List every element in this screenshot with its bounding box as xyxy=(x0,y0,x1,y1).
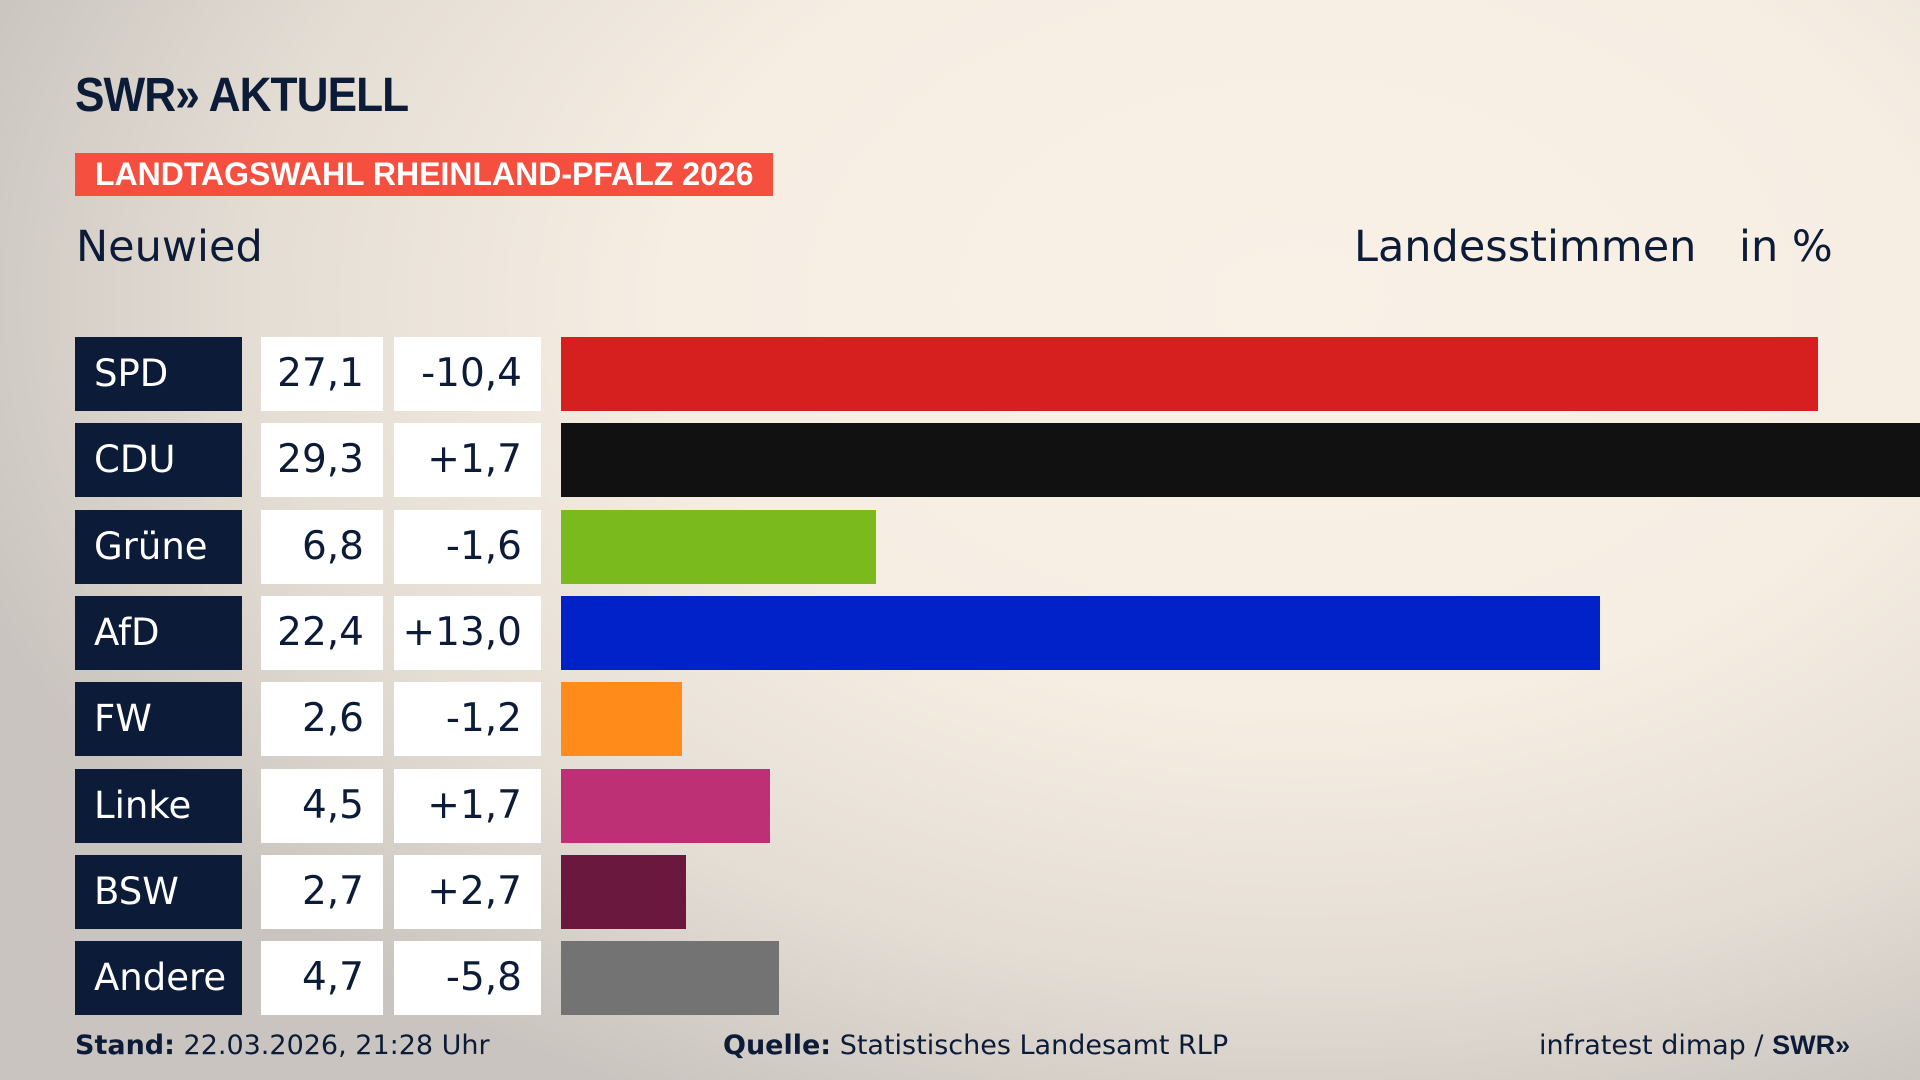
party-bar xyxy=(561,854,687,929)
vote-share: 4,7 xyxy=(261,941,383,1016)
footer-credit: infratest dimap / SWR» xyxy=(1539,1030,1850,1061)
party-name: AfD xyxy=(75,595,242,670)
source-value: Statistisches Landesamt RLP xyxy=(839,1030,1229,1061)
vote-change: -10,4 xyxy=(394,337,541,411)
source-label: Quelle: xyxy=(723,1030,832,1061)
vote-share: 2,6 xyxy=(261,682,383,757)
footer-source: Quelle: Statistisches Landesamt RLP xyxy=(723,1030,1228,1061)
party-name: CDU xyxy=(75,423,242,498)
party-name: SPD xyxy=(75,337,242,411)
vote-share: 4,5 xyxy=(261,768,383,843)
vote-change: +2,7 xyxy=(394,854,541,929)
vote-change: +13,0 xyxy=(394,595,541,670)
vote-share: 22,4 xyxy=(261,595,383,670)
swr-logo: SWR» xyxy=(1772,1030,1851,1060)
party-bar xyxy=(561,509,877,584)
stand-label: Stand: xyxy=(75,1030,175,1061)
election-banner: LANDTAGSWAHL RHEINLAND-PFALZ 2026 xyxy=(75,153,774,196)
vote-share: 2,7 xyxy=(261,854,383,929)
party-name: Linke xyxy=(75,768,242,843)
vote-change: +1,7 xyxy=(394,768,541,843)
measure-label: Landesstimmen xyxy=(1354,222,1697,272)
vote-change: -1,6 xyxy=(394,509,541,584)
unit-label: in % xyxy=(1739,222,1833,272)
party-name: BSW xyxy=(75,854,242,929)
party-name: FW xyxy=(75,682,242,757)
vote-change: -5,8 xyxy=(394,941,541,1016)
party-name: Grüne xyxy=(75,509,242,584)
vote-change: +1,7 xyxy=(394,423,541,498)
footer-stand: Stand: 22.03.2026, 21:28 Uhr xyxy=(75,1030,490,1061)
vote-share: 6,8 xyxy=(261,509,383,584)
party-bar xyxy=(561,595,1600,670)
party-bar xyxy=(561,337,1818,411)
party-bar xyxy=(561,768,770,843)
credit-text: infratest dimap / xyxy=(1539,1030,1773,1061)
vote-share: 27,1 xyxy=(261,337,383,411)
region-title: Neuwied xyxy=(76,222,263,272)
swr-aktuell-logo: SWR» AKTUELL xyxy=(75,69,409,122)
party-bar xyxy=(561,941,779,1016)
party-bar xyxy=(561,423,1920,498)
party-bar xyxy=(561,682,682,757)
party-name: Andere xyxy=(75,941,242,1016)
vote-share: 29,3 xyxy=(261,423,383,498)
vote-change: -1,2 xyxy=(394,682,541,757)
stand-value: 22.03.2026, 21:28 Uhr xyxy=(183,1030,490,1061)
